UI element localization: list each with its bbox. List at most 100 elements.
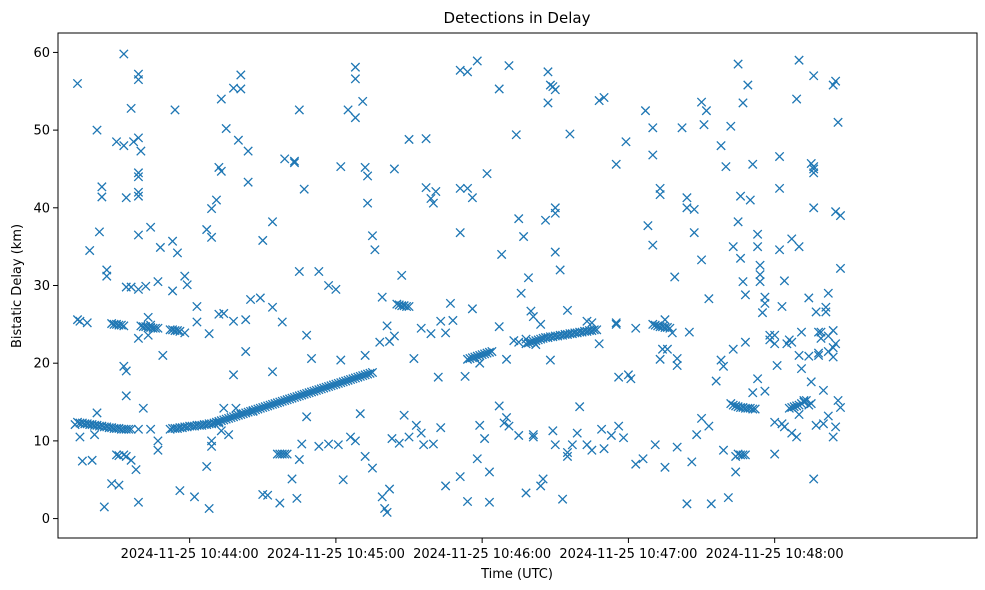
- data-point-x-marker: [267, 302, 278, 312]
- data-point-x-marker: [377, 492, 387, 502]
- data-point-x-marker: [835, 402, 846, 413]
- data-point-x-marker: [755, 276, 765, 287]
- data-point-x-marker: [701, 106, 712, 116]
- data-point-x-marker: [136, 146, 146, 156]
- data-point-x-marker: [343, 105, 353, 115]
- data-point-x-marker: [748, 404, 758, 414]
- y-tick-label: 50: [33, 124, 50, 139]
- data-point-x-marker: [660, 315, 670, 325]
- data-point-x-marker: [596, 424, 607, 434]
- data-point-x-marker: [206, 232, 217, 242]
- data-point-x-marker: [813, 350, 824, 361]
- data-point-x-marker: [528, 432, 539, 442]
- data-point-x-marker: [121, 193, 131, 203]
- data-point-x-marker: [738, 450, 748, 460]
- data-point-x-marker: [638, 454, 648, 464]
- data-point-x-marker: [794, 241, 804, 252]
- data-point-x-marker: [421, 134, 431, 144]
- data-point-x-marker: [687, 457, 697, 467]
- data-point-x-marker: [375, 337, 385, 347]
- data-point-x-marker: [92, 125, 102, 135]
- data-point-x-marker: [487, 346, 497, 357]
- data-point-x-marker: [99, 502, 109, 512]
- data-point-x-marker: [153, 276, 163, 287]
- data-point-x-marker: [236, 70, 246, 80]
- data-point-x-marker: [599, 443, 609, 454]
- data-point-x-marker: [475, 358, 485, 368]
- data-point-x-marker: [662, 344, 673, 354]
- data-point-x-marker: [455, 183, 465, 194]
- data-point-x-marker: [289, 156, 300, 166]
- data-point-x-marker: [297, 439, 307, 449]
- data-point-x-marker: [355, 409, 365, 419]
- data-point-x-marker: [472, 454, 482, 464]
- data-point-x-marker: [262, 490, 273, 500]
- data-point-x-marker: [475, 420, 485, 431]
- data-point-x-marker: [496, 249, 507, 260]
- data-point-x-marker: [738, 276, 748, 287]
- data-point-x-marker: [587, 445, 597, 455]
- data-point-x-marker: [689, 204, 699, 215]
- data-point-x-marker: [523, 273, 534, 283]
- data-point-x-marker: [823, 411, 833, 421]
- data-point-x-marker: [411, 420, 421, 431]
- data-point-x-marker: [241, 346, 251, 357]
- data-point-x-marker: [389, 164, 400, 174]
- data-point-x-marker: [643, 221, 653, 231]
- data-point-x-marker: [350, 113, 361, 123]
- data-point-x-marker: [428, 198, 439, 208]
- data-point-x-marker: [526, 306, 536, 316]
- data-point-x-marker: [733, 59, 743, 69]
- data-point-x-marker: [202, 461, 212, 472]
- chart-title: Detections in Delay: [444, 9, 591, 27]
- data-point-x-marker: [535, 319, 546, 330]
- data-point-x-marker: [102, 265, 112, 275]
- x-tick-label: 2024-11-25 10:44:00: [121, 547, 259, 562]
- data-point-x-marker: [779, 422, 790, 432]
- data-point-x-marker: [494, 322, 504, 332]
- data-point-x-marker: [796, 363, 807, 374]
- data-point-x-marker: [696, 413, 707, 424]
- data-point-x-marker: [830, 339, 841, 349]
- data-point-x-marker: [360, 451, 370, 462]
- data-point-x-marker: [455, 228, 465, 238]
- data-point-x-marker: [399, 410, 409, 420]
- data-point-x-marker: [684, 327, 695, 337]
- data-point-x-marker: [599, 92, 609, 103]
- data-point-x-marker: [287, 474, 297, 484]
- data-point-x-marker: [370, 245, 380, 255]
- data-point-x-marker: [626, 374, 636, 384]
- data-point-x-marker: [445, 298, 456, 309]
- data-point-x-marker: [550, 440, 560, 450]
- data-point-x-marker: [124, 424, 134, 434]
- data-point-x-marker: [830, 76, 841, 86]
- data-point-x-marker: [170, 105, 180, 115]
- data-point-x-marker: [567, 440, 578, 450]
- data-point-x-marker: [89, 430, 100, 440]
- data-point-x-marker: [462, 496, 473, 507]
- data-point-x-marker: [299, 184, 309, 194]
- data-point-x-marker: [106, 478, 117, 489]
- data-point-x-marker: [504, 60, 514, 71]
- data-point-x-marker: [682, 193, 692, 203]
- data-point-x-marker: [806, 398, 816, 409]
- data-point-x-marker: [182, 280, 192, 290]
- data-point-x-marker: [172, 248, 183, 258]
- data-point-x-marker: [748, 159, 758, 169]
- data-point-x-marker: [650, 440, 660, 450]
- data-point-x-marker: [119, 361, 129, 371]
- data-point-x-marker: [462, 183, 473, 194]
- data-point-x-marker: [794, 409, 804, 420]
- data-point-x-marker: [791, 94, 802, 104]
- data-point-x-marker: [543, 67, 553, 77]
- data-point-x-marker: [382, 507, 392, 518]
- data-point-x-marker: [275, 498, 285, 508]
- data-point-x-marker: [696, 255, 707, 265]
- data-point-x-marker: [550, 247, 560, 257]
- data-point-x-marker: [331, 284, 341, 295]
- data-point-x-marker: [748, 388, 758, 398]
- data-point-x-marker: [314, 441, 324, 451]
- data-point-x-marker: [809, 474, 819, 484]
- data-point-x-marker: [828, 432, 838, 442]
- data-point-x-marker: [801, 395, 812, 406]
